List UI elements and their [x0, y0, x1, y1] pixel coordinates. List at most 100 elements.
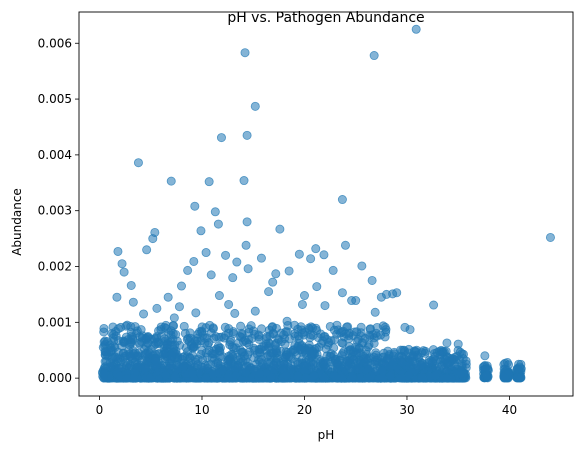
data-point [499, 359, 509, 369]
data-point [163, 292, 173, 302]
data-point [515, 362, 525, 372]
data-point [99, 368, 109, 378]
data-point [405, 325, 415, 335]
data-point [281, 371, 291, 381]
data-point [348, 354, 358, 364]
data-point [430, 370, 440, 380]
x-tick-label: 0 [96, 403, 104, 417]
data-point [250, 306, 260, 316]
data-point [145, 373, 155, 383]
data-point [461, 359, 471, 369]
data-point [174, 361, 184, 371]
data-point [113, 246, 123, 256]
data-point [396, 373, 406, 383]
data-point [99, 337, 109, 347]
data-point [240, 368, 250, 378]
data-point [392, 288, 402, 298]
data-point [352, 336, 362, 346]
data-point [215, 351, 225, 361]
y-axis: 0.000 0.001 0.002 0.003 0.004 0.005 0.006 [38, 36, 79, 385]
data-point [242, 130, 252, 140]
data-point [232, 257, 242, 267]
data-point [301, 357, 311, 367]
x-tick-label: 10 [194, 403, 209, 417]
y-tick-label: 0.001 [38, 315, 72, 329]
data-point [280, 334, 290, 344]
data-point [309, 370, 319, 380]
data-point [397, 358, 407, 368]
data-point [176, 281, 186, 291]
data-point [133, 158, 143, 168]
data-point [119, 267, 129, 277]
data-point [388, 357, 398, 367]
data-point [347, 373, 357, 383]
data-point [167, 350, 177, 360]
data-point [128, 297, 138, 307]
data-point [357, 261, 367, 271]
x-axis: 0 10 20 30 40 [96, 396, 517, 417]
data-point [352, 327, 362, 337]
data-point [340, 240, 350, 250]
data-point [351, 296, 361, 306]
data-point [183, 265, 193, 275]
data-point [271, 269, 281, 279]
data-point [411, 24, 421, 34]
data-point [126, 280, 136, 290]
data-point [140, 363, 150, 373]
data-point [99, 327, 109, 337]
data-point [106, 345, 116, 355]
data-point [230, 308, 240, 318]
data-point [112, 292, 122, 302]
data-point [241, 355, 251, 365]
data-point [361, 353, 371, 363]
data-point [376, 292, 386, 302]
data-point [332, 320, 342, 330]
data-point [296, 344, 306, 354]
data-point [362, 372, 372, 382]
data-point [482, 371, 492, 381]
data-point [370, 307, 380, 317]
data-point [306, 254, 316, 264]
data-point [313, 333, 323, 343]
data-point [213, 359, 223, 369]
data-point [293, 371, 303, 381]
data-point [238, 337, 248, 347]
data-point [353, 348, 363, 358]
data-point [380, 322, 390, 332]
data-point [213, 341, 223, 351]
data-point [385, 371, 395, 381]
chart-title: pH vs. Pathogen Abundance [227, 10, 424, 26]
data-point [304, 340, 314, 350]
x-tick-label: 30 [399, 403, 414, 417]
data-point [227, 342, 237, 352]
data-point [210, 207, 220, 217]
data-point [424, 358, 434, 368]
data-point [232, 362, 242, 372]
data-point [297, 299, 307, 309]
data-point [243, 264, 253, 274]
data-point [412, 360, 422, 370]
data-point [268, 277, 278, 287]
data-point [216, 133, 226, 143]
data-point [545, 232, 555, 242]
data-point [436, 362, 446, 372]
data-point [338, 349, 348, 359]
data-point [516, 373, 526, 383]
data-point [369, 51, 379, 61]
data-point [109, 336, 119, 346]
data-point [344, 334, 354, 344]
data-point [250, 101, 260, 111]
data-point [169, 313, 179, 323]
data-point [275, 224, 285, 234]
data-point [404, 371, 414, 381]
data-point [242, 217, 252, 227]
data-point [266, 351, 276, 361]
y-tick-label: 0.000 [38, 371, 72, 385]
data-point [290, 331, 300, 341]
data-point [113, 324, 123, 334]
data-point [126, 353, 136, 363]
y-tick-label: 0.003 [38, 204, 72, 218]
data-point [256, 253, 266, 263]
data-point [207, 349, 217, 359]
data-point [361, 345, 371, 355]
